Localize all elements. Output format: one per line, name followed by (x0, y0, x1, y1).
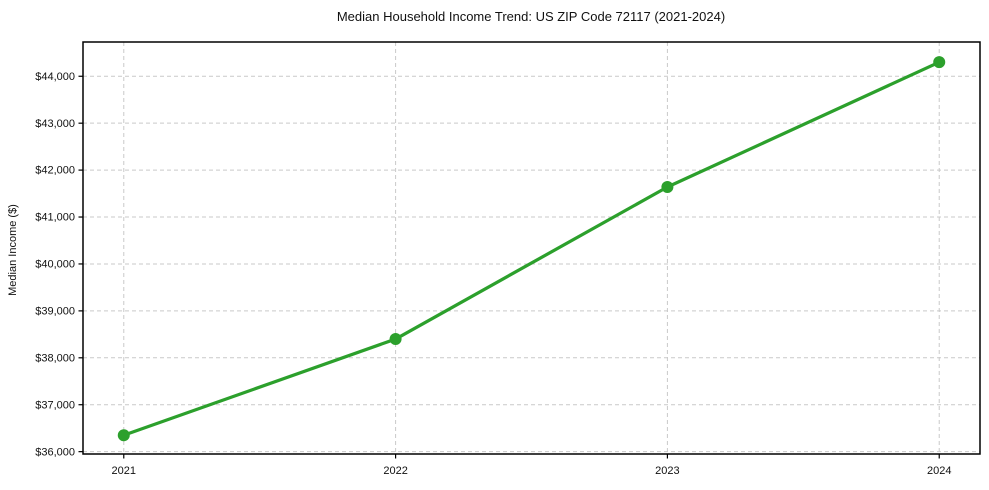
data-point-marker (389, 333, 402, 346)
axis-tick-labels: $36,000 $37,000 $38,000 $39,000 $40,000 $41,0… (35, 71, 951, 477)
trend-line (122, 60, 941, 437)
plot-border (82, 41, 981, 455)
income-line-series (117, 56, 946, 442)
y-tick-label: $39,000 (35, 306, 75, 318)
x-tick-label: 2024 (927, 465, 951, 477)
x-tick-label: 2022 (383, 465, 407, 477)
y-tick-label: $41,000 (35, 212, 75, 224)
axis-ticks (78, 75, 940, 459)
x-tick-label: 2021 (112, 465, 136, 477)
y-tick-label: $43,000 (35, 118, 75, 130)
y-tick-label: $42,000 (35, 165, 75, 177)
y-tick-label: $36,000 (35, 446, 75, 458)
y-tick-label: $37,000 (35, 399, 75, 411)
data-point-marker (933, 56, 946, 69)
x-tick-label: 2023 (655, 465, 679, 477)
data-point-marker (661, 180, 674, 193)
y-tick-label: $38,000 (35, 352, 75, 364)
y-axis-label: Median Income ($) (7, 204, 19, 296)
y-tick-label: $40,000 (35, 259, 75, 271)
chart-title: Median Household Income Trend: US ZIP Co… (337, 9, 725, 24)
y-tick-label: $44,000 (35, 71, 75, 83)
data-point-marker (117, 429, 130, 442)
